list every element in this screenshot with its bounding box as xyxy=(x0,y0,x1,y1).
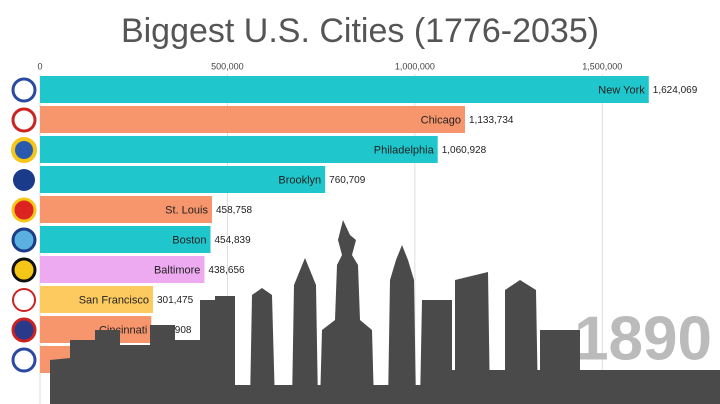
x-tick-label: 1,500,000 xyxy=(582,61,622,71)
flags xyxy=(11,77,37,373)
bar xyxy=(40,136,438,163)
x-tick-label: 500,000 xyxy=(211,61,244,71)
bar-value-label: 1,060,928 xyxy=(442,145,487,156)
bar-value-label: 1,624,069 xyxy=(653,85,698,96)
bar xyxy=(40,76,649,103)
year-label: 1890 xyxy=(574,304,712,373)
chart-title: Biggest U.S. Cities (1776-2035) xyxy=(121,12,599,50)
bar-value-label: 454,839 xyxy=(214,235,251,246)
bar xyxy=(40,196,212,223)
skyline xyxy=(50,220,720,404)
bar-category-label: San Francisco xyxy=(79,294,149,306)
bar-category-label: St. Louis xyxy=(165,204,208,216)
x-tick-label: 0 xyxy=(37,61,42,71)
bar-value-label: 760,709 xyxy=(329,175,366,186)
bars: New York 1,624,069 Chicago 1,133,734 Philade… xyxy=(40,76,698,373)
bar-category-label: Baltimore xyxy=(154,264,200,276)
bar xyxy=(40,256,205,283)
bar-category-label: New York xyxy=(598,84,645,96)
bar-value-label: 301,475 xyxy=(157,295,194,306)
bar-category-label: Brooklyn xyxy=(278,174,321,186)
bar-value-label: 1,133,734 xyxy=(469,115,514,126)
bar-category-label: Philadelphia xyxy=(374,144,435,156)
bar xyxy=(40,286,154,313)
bar xyxy=(40,226,211,253)
bar-category-label: Chicago xyxy=(421,114,461,126)
x-tick-label: 1,000,000 xyxy=(395,61,435,71)
bar-category-label: Boston xyxy=(172,234,206,246)
bar-value-label: 458,758 xyxy=(216,205,253,216)
bar-value-label: 438,656 xyxy=(208,265,245,276)
bar xyxy=(40,166,326,193)
bar xyxy=(40,106,465,133)
